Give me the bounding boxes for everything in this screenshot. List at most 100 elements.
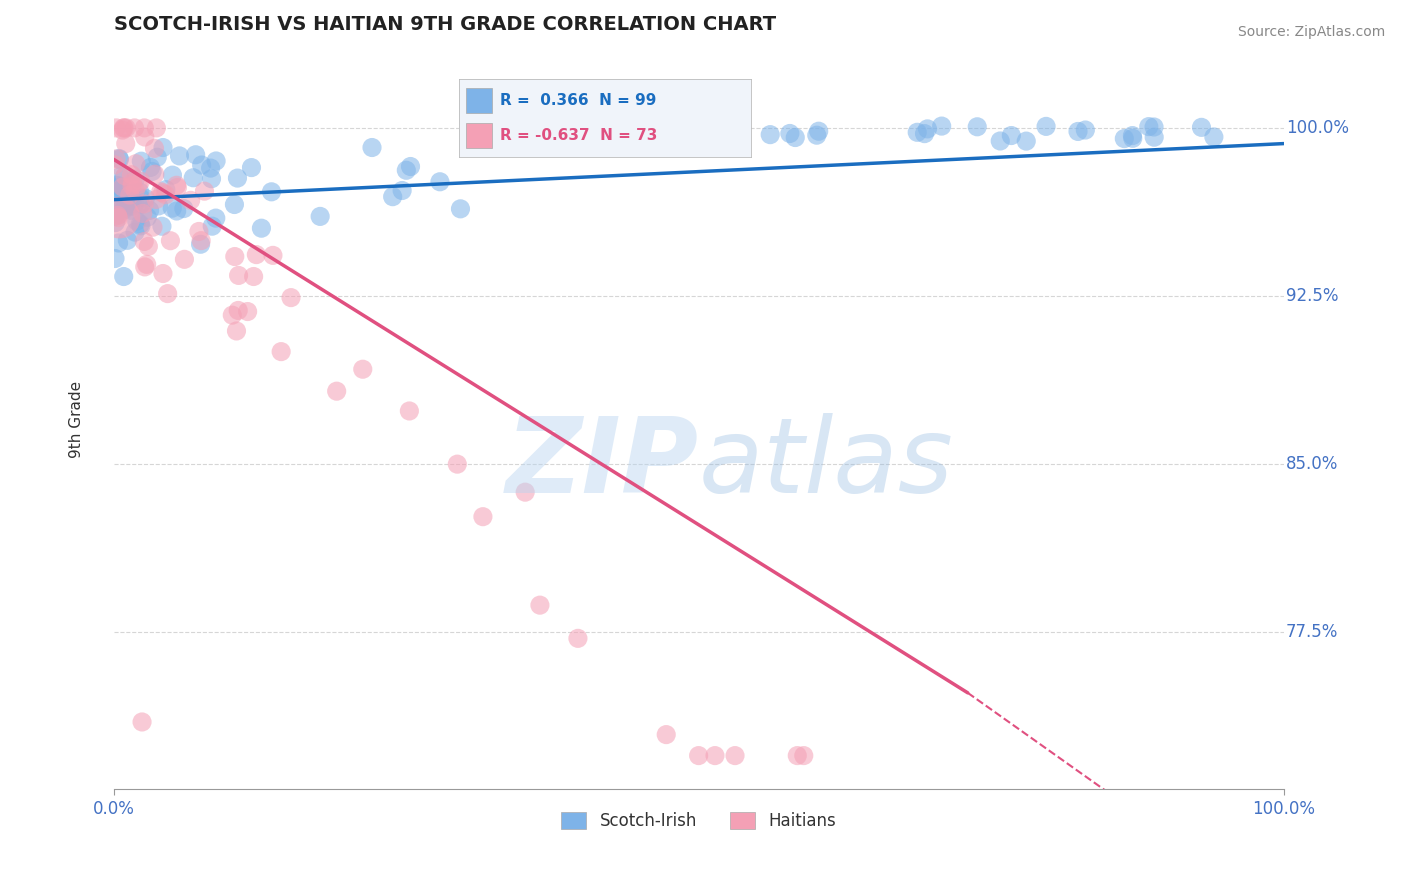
Point <box>129 197 152 211</box>
Point <box>173 202 195 216</box>
Point <box>169 149 191 163</box>
Point <box>143 167 166 181</box>
Point <box>145 120 167 135</box>
Point <box>381 189 404 203</box>
Point <box>108 152 131 166</box>
Point <box>111 123 134 137</box>
Point <box>115 120 138 135</box>
Point <box>166 204 188 219</box>
Point <box>148 199 170 213</box>
Point <box>124 225 146 239</box>
Point <box>806 128 828 143</box>
Point <box>1000 128 1022 143</box>
Point <box>132 197 155 211</box>
Point <box>152 267 174 281</box>
Point <box>104 210 127 224</box>
Point <box>325 384 347 399</box>
Point <box>245 247 267 261</box>
Point <box>515 485 537 500</box>
Point <box>146 150 169 164</box>
Point <box>120 192 142 206</box>
Point <box>162 201 184 215</box>
Point <box>187 224 209 238</box>
Point <box>118 188 141 202</box>
Point <box>1114 131 1136 145</box>
Point <box>917 121 939 136</box>
Point <box>429 175 451 189</box>
Text: atlas: atlas <box>699 413 953 515</box>
Point <box>134 191 156 205</box>
Point <box>688 748 710 763</box>
Point <box>129 154 152 169</box>
Point <box>567 632 589 646</box>
Point <box>117 233 139 247</box>
Point <box>166 178 188 193</box>
Point <box>107 208 129 222</box>
Point <box>134 130 156 145</box>
Point <box>931 119 953 133</box>
Point <box>450 202 472 216</box>
Point <box>1137 120 1160 134</box>
Point <box>225 324 247 338</box>
Point <box>779 127 801 141</box>
Point <box>166 180 188 194</box>
Point <box>124 184 146 198</box>
Point <box>226 303 249 318</box>
Point <box>112 201 135 215</box>
Point <box>111 180 134 194</box>
Point <box>250 221 273 235</box>
Point <box>786 748 808 763</box>
Point <box>190 237 212 252</box>
Point <box>145 193 167 207</box>
Point <box>704 748 727 763</box>
Point <box>1121 128 1143 143</box>
Point <box>793 748 815 763</box>
Point <box>108 179 131 194</box>
Point <box>143 141 166 155</box>
Point <box>104 178 127 192</box>
Point <box>807 124 830 138</box>
Point <box>221 308 243 322</box>
Point <box>181 170 204 185</box>
Point <box>127 178 149 192</box>
Point <box>471 509 494 524</box>
Point <box>107 178 129 193</box>
Point <box>150 219 173 234</box>
Point <box>136 211 159 225</box>
Point <box>236 304 259 318</box>
Point <box>124 120 146 135</box>
Point <box>1035 120 1057 134</box>
Point <box>914 127 936 141</box>
Legend: Scotch-Irish, Haitians: Scotch-Irish, Haitians <box>554 805 842 837</box>
Point <box>129 217 152 231</box>
Point <box>134 120 156 135</box>
Point <box>115 182 138 196</box>
Point <box>129 191 152 205</box>
Point <box>226 171 249 186</box>
Point <box>190 158 212 172</box>
Point <box>361 140 384 154</box>
Point <box>224 197 246 211</box>
Point <box>107 201 129 215</box>
Point <box>905 125 928 139</box>
Point <box>122 199 145 213</box>
Point <box>966 120 988 134</box>
Text: 85.0%: 85.0% <box>1286 455 1339 473</box>
Point <box>1202 130 1225 145</box>
Point <box>1191 120 1213 135</box>
Point <box>260 185 283 199</box>
Point <box>190 234 212 248</box>
Point <box>138 239 160 253</box>
Point <box>104 216 127 230</box>
Point <box>110 183 132 197</box>
Point <box>114 169 136 184</box>
Point <box>240 161 263 175</box>
Point <box>262 248 284 262</box>
Point <box>128 185 150 199</box>
Point <box>228 268 250 283</box>
Point <box>270 344 292 359</box>
Point <box>108 153 131 167</box>
Point <box>759 128 782 142</box>
Point <box>180 194 202 208</box>
Point <box>391 184 413 198</box>
